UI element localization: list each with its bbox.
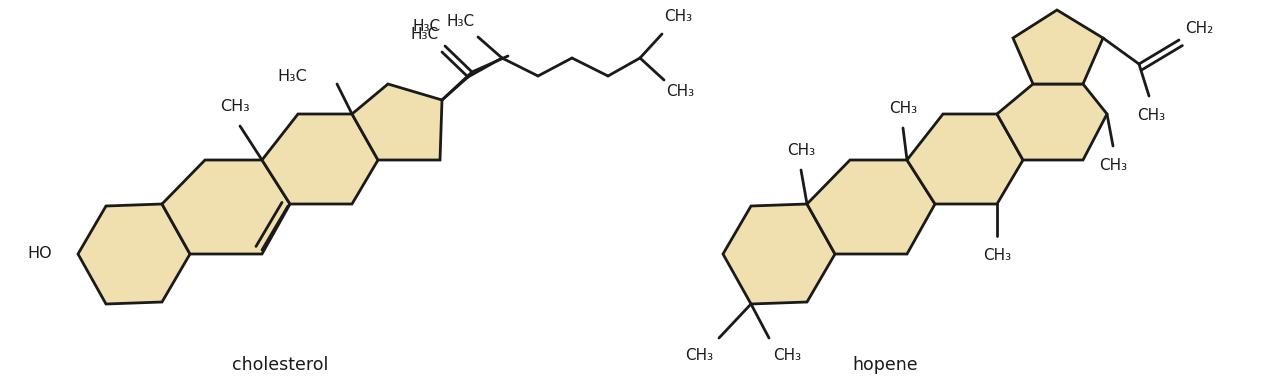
Polygon shape [908, 114, 1023, 204]
Text: CH₃: CH₃ [664, 9, 692, 24]
Text: CH₃: CH₃ [1137, 108, 1165, 123]
Text: CH₃: CH₃ [787, 143, 815, 158]
Text: CH₃: CH₃ [983, 248, 1011, 263]
Polygon shape [1012, 10, 1103, 84]
Polygon shape [997, 84, 1107, 160]
Polygon shape [262, 114, 378, 204]
Polygon shape [723, 204, 835, 304]
Text: CH₃: CH₃ [773, 348, 801, 363]
Text: CH₃: CH₃ [666, 84, 694, 99]
Text: CH₃: CH₃ [888, 101, 916, 116]
Polygon shape [352, 84, 442, 160]
Text: CH₂: CH₂ [1185, 21, 1213, 36]
Text: HO: HO [27, 247, 52, 261]
Text: cholesterol: cholesterol [232, 356, 328, 374]
Polygon shape [78, 204, 189, 304]
Text: CH₃: CH₃ [220, 99, 250, 114]
Text: hopene: hopene [852, 356, 918, 374]
Text: H₃C: H₃C [413, 19, 442, 34]
Text: H₃C: H₃C [278, 69, 307, 83]
Polygon shape [163, 160, 291, 254]
Text: H₃C: H₃C [447, 14, 475, 29]
Text: CH₃: CH₃ [685, 348, 713, 363]
Polygon shape [806, 160, 934, 254]
Text: CH₃: CH₃ [1100, 158, 1128, 173]
Text: H₃C: H₃C [411, 27, 439, 42]
